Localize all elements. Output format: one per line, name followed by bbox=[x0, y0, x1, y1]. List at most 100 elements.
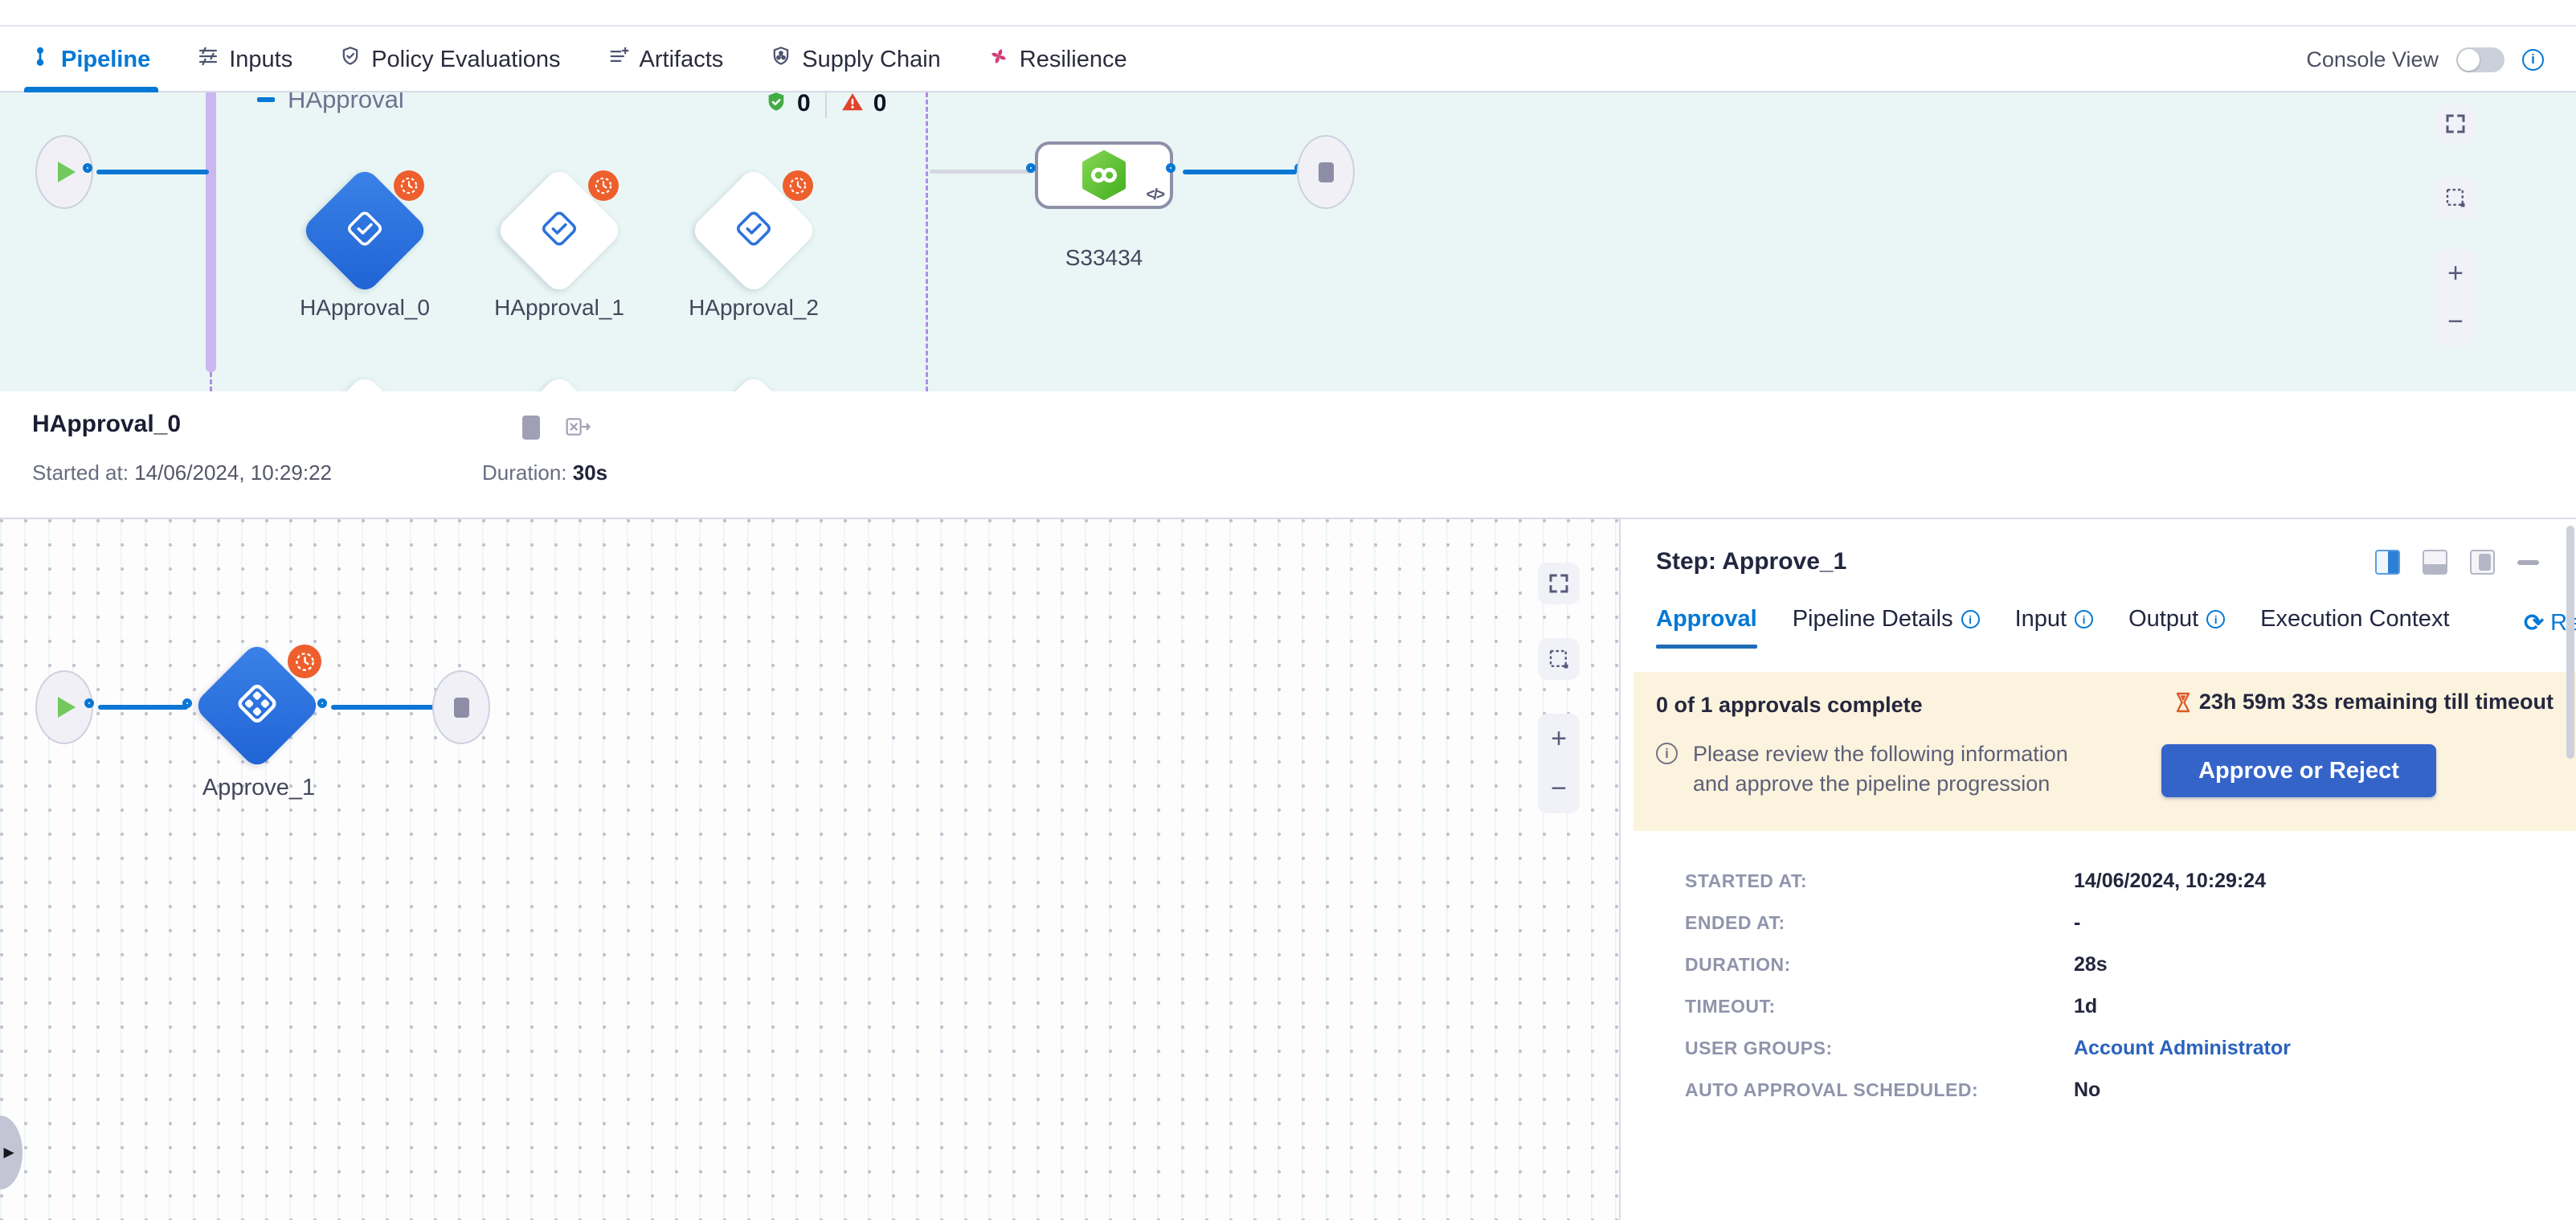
tab-pipeline[interactable]: Pipeline bbox=[23, 27, 159, 92]
detail-value: 14/06/2024, 10:29:24 bbox=[2074, 870, 2267, 892]
panel-scrollbar[interactable] bbox=[2566, 526, 2574, 759]
step-label[interactable]: HApproval_0 bbox=[300, 295, 430, 320]
tab-inputs[interactable]: Inputs bbox=[197, 27, 292, 92]
stage-boundary-right bbox=[926, 92, 928, 391]
approval-step-icon bbox=[343, 207, 386, 255]
info-icon[interactable]: i bbox=[2075, 610, 2094, 628]
inputs-icon bbox=[197, 45, 219, 74]
shield-check-icon bbox=[339, 45, 362, 74]
tab-label: Pipeline bbox=[61, 46, 151, 72]
zoom-out-button[interactable]: − bbox=[2447, 306, 2464, 337]
step-label[interactable]: S33434 bbox=[1065, 245, 1143, 270]
zoom-in-button[interactable]: + bbox=[2447, 258, 2464, 289]
step-label[interactable]: HApproval_1 bbox=[494, 295, 624, 320]
stage-name[interactable]: HApproval bbox=[288, 92, 404, 113]
detail-label: TIMEOUT: bbox=[1685, 996, 1776, 1017]
tab-label: Output bbox=[2128, 606, 2199, 632]
step-graph-end-node[interactable] bbox=[432, 670, 490, 744]
step-node-approve-1[interactable] bbox=[192, 641, 322, 771]
step-node-happroval-1[interactable] bbox=[494, 166, 624, 296]
detail-label: USER GROUPS: bbox=[1685, 1038, 1833, 1058]
execution-tabs: Pipeline Inputs Policy Evaluations Artif… bbox=[23, 27, 1127, 92]
review-message-line2: and approve the pipeline progression bbox=[1693, 772, 2051, 796]
detail-row-ended-at: ENDED AT: - bbox=[1685, 911, 2529, 935]
info-icon[interactable]: i bbox=[1961, 610, 1980, 628]
chaos-icon bbox=[987, 45, 1010, 74]
detail-label: DURATION: bbox=[1685, 954, 1791, 975]
edge-connector-dot bbox=[317, 698, 327, 708]
tab-label: Approval bbox=[1656, 606, 1757, 632]
pipeline-end-node[interactable] bbox=[1297, 135, 1355, 209]
approve-or-reject-button[interactable]: Approve or Reject bbox=[2161, 744, 2436, 797]
step-label[interactable]: Approve_1 bbox=[202, 775, 316, 800]
selected-stage-indicator bbox=[206, 92, 216, 372]
duration-value: 30s bbox=[572, 461, 608, 485]
stop-icon bbox=[453, 697, 469, 718]
detail-value: 1d bbox=[2074, 995, 2098, 1017]
artifacts-icon bbox=[607, 45, 630, 74]
step-node-row2[interactable] bbox=[494, 373, 624, 391]
user-group-link[interactable]: Account Administrator bbox=[2074, 1037, 2291, 1059]
zoom-out-button[interactable]: − bbox=[1551, 773, 1567, 804]
tab-input[interactable]: Input i bbox=[2015, 606, 2094, 649]
layout-floating-view-icon[interactable] bbox=[2470, 550, 2495, 575]
collapse-stage-icon[interactable] bbox=[257, 97, 275, 102]
console-view-info-icon[interactable]: i bbox=[2522, 48, 2544, 71]
stage-header: HApproval bbox=[257, 92, 404, 114]
console-view-label: Console View bbox=[2306, 47, 2439, 72]
topbar-divider bbox=[0, 25, 2576, 27]
step-node-s33434[interactable]: </> bbox=[1035, 141, 1173, 209]
expand-arrow-icon: ► bbox=[0, 1142, 18, 1162]
timeout-remaining: 23h 59m 33s remaining till timeout bbox=[2173, 690, 2554, 714]
stop-icon bbox=[1318, 162, 1334, 182]
timeout-text: 23h 59m 33s remaining till timeout bbox=[2198, 690, 2554, 714]
tab-execution-context[interactable]: Execution Context bbox=[2260, 606, 2449, 649]
step-node-happroval-2[interactable] bbox=[689, 166, 819, 296]
fit-to-screen-button[interactable] bbox=[2435, 103, 2476, 145]
tab-policy-evaluations[interactable]: Policy Evaluations bbox=[339, 27, 561, 92]
review-info-icon: i bbox=[1656, 743, 1678, 764]
tab-pipeline-details[interactable]: Pipeline Details i bbox=[1793, 606, 1980, 649]
tab-output[interactable]: Output i bbox=[2128, 606, 2226, 649]
step-execution-graph: Approve_1 + − ► bbox=[0, 519, 1621, 1220]
tab-resilience[interactable]: Resilience bbox=[987, 27, 1127, 92]
fit-to-screen-button[interactable] bbox=[1538, 563, 1580, 604]
step-label[interactable]: HApproval_2 bbox=[689, 295, 819, 320]
edge-connector-dot bbox=[84, 698, 94, 708]
minimize-panel-icon[interactable] bbox=[2517, 559, 2539, 565]
console-view-toggle[interactable] bbox=[2456, 47, 2504, 72]
pending-timer-badge bbox=[394, 170, 424, 201]
marquee-select-button[interactable] bbox=[1538, 638, 1580, 680]
export-skip-icon[interactable] bbox=[564, 414, 591, 444]
approvals-progress-text: 0 of 1 approvals complete bbox=[1656, 693, 1923, 717]
detail-row-auto-approval: AUTO APPROVAL SCHEDULED: No bbox=[1685, 1079, 2529, 1102]
step-node-happroval-0[interactable] bbox=[300, 166, 430, 296]
tab-supply-chain[interactable]: Supply Chain bbox=[770, 27, 941, 92]
info-icon[interactable]: i bbox=[2206, 610, 2226, 628]
mark-step-icon[interactable] bbox=[522, 416, 540, 440]
marquee-select-button[interactable] bbox=[2435, 177, 2476, 219]
error-count: 0 bbox=[873, 92, 887, 117]
tab-approval[interactable]: Approval bbox=[1656, 606, 1757, 649]
layout-right-view-icon[interactable] bbox=[2375, 550, 2400, 575]
pipeline-start-node[interactable] bbox=[35, 135, 93, 209]
tab-label: Execution Context bbox=[2260, 606, 2450, 632]
success-count: 0 bbox=[797, 92, 811, 117]
step-graph-start-node[interactable] bbox=[35, 670, 93, 744]
step-node-row2[interactable] bbox=[300, 373, 430, 391]
detail-row-user-groups: USER GROUPS: Account Administrator bbox=[1685, 1037, 2529, 1060]
zoom-in-button[interactable]: + bbox=[1551, 723, 1567, 754]
layout-bottom-view-icon[interactable] bbox=[2423, 550, 2447, 575]
detail-row-duration: DURATION: 28s bbox=[1685, 953, 2529, 976]
edge-connector-dot bbox=[83, 163, 92, 173]
play-icon bbox=[57, 697, 76, 718]
edge-step-to-end bbox=[331, 705, 445, 710]
zoom-controls: + − bbox=[2435, 249, 2476, 346]
tab-artifacts[interactable]: Artifacts bbox=[607, 27, 723, 92]
step-node-row2[interactable] bbox=[689, 373, 819, 391]
tab-label: Policy Evaluations bbox=[371, 46, 561, 72]
success-shield-icon bbox=[765, 92, 787, 117]
detail-row-timeout: TIMEOUT: 1d bbox=[1685, 995, 2529, 1018]
expand-panel-handle[interactable]: ► bbox=[0, 1116, 22, 1189]
stage-status-badges: 0 0 bbox=[765, 92, 886, 118]
